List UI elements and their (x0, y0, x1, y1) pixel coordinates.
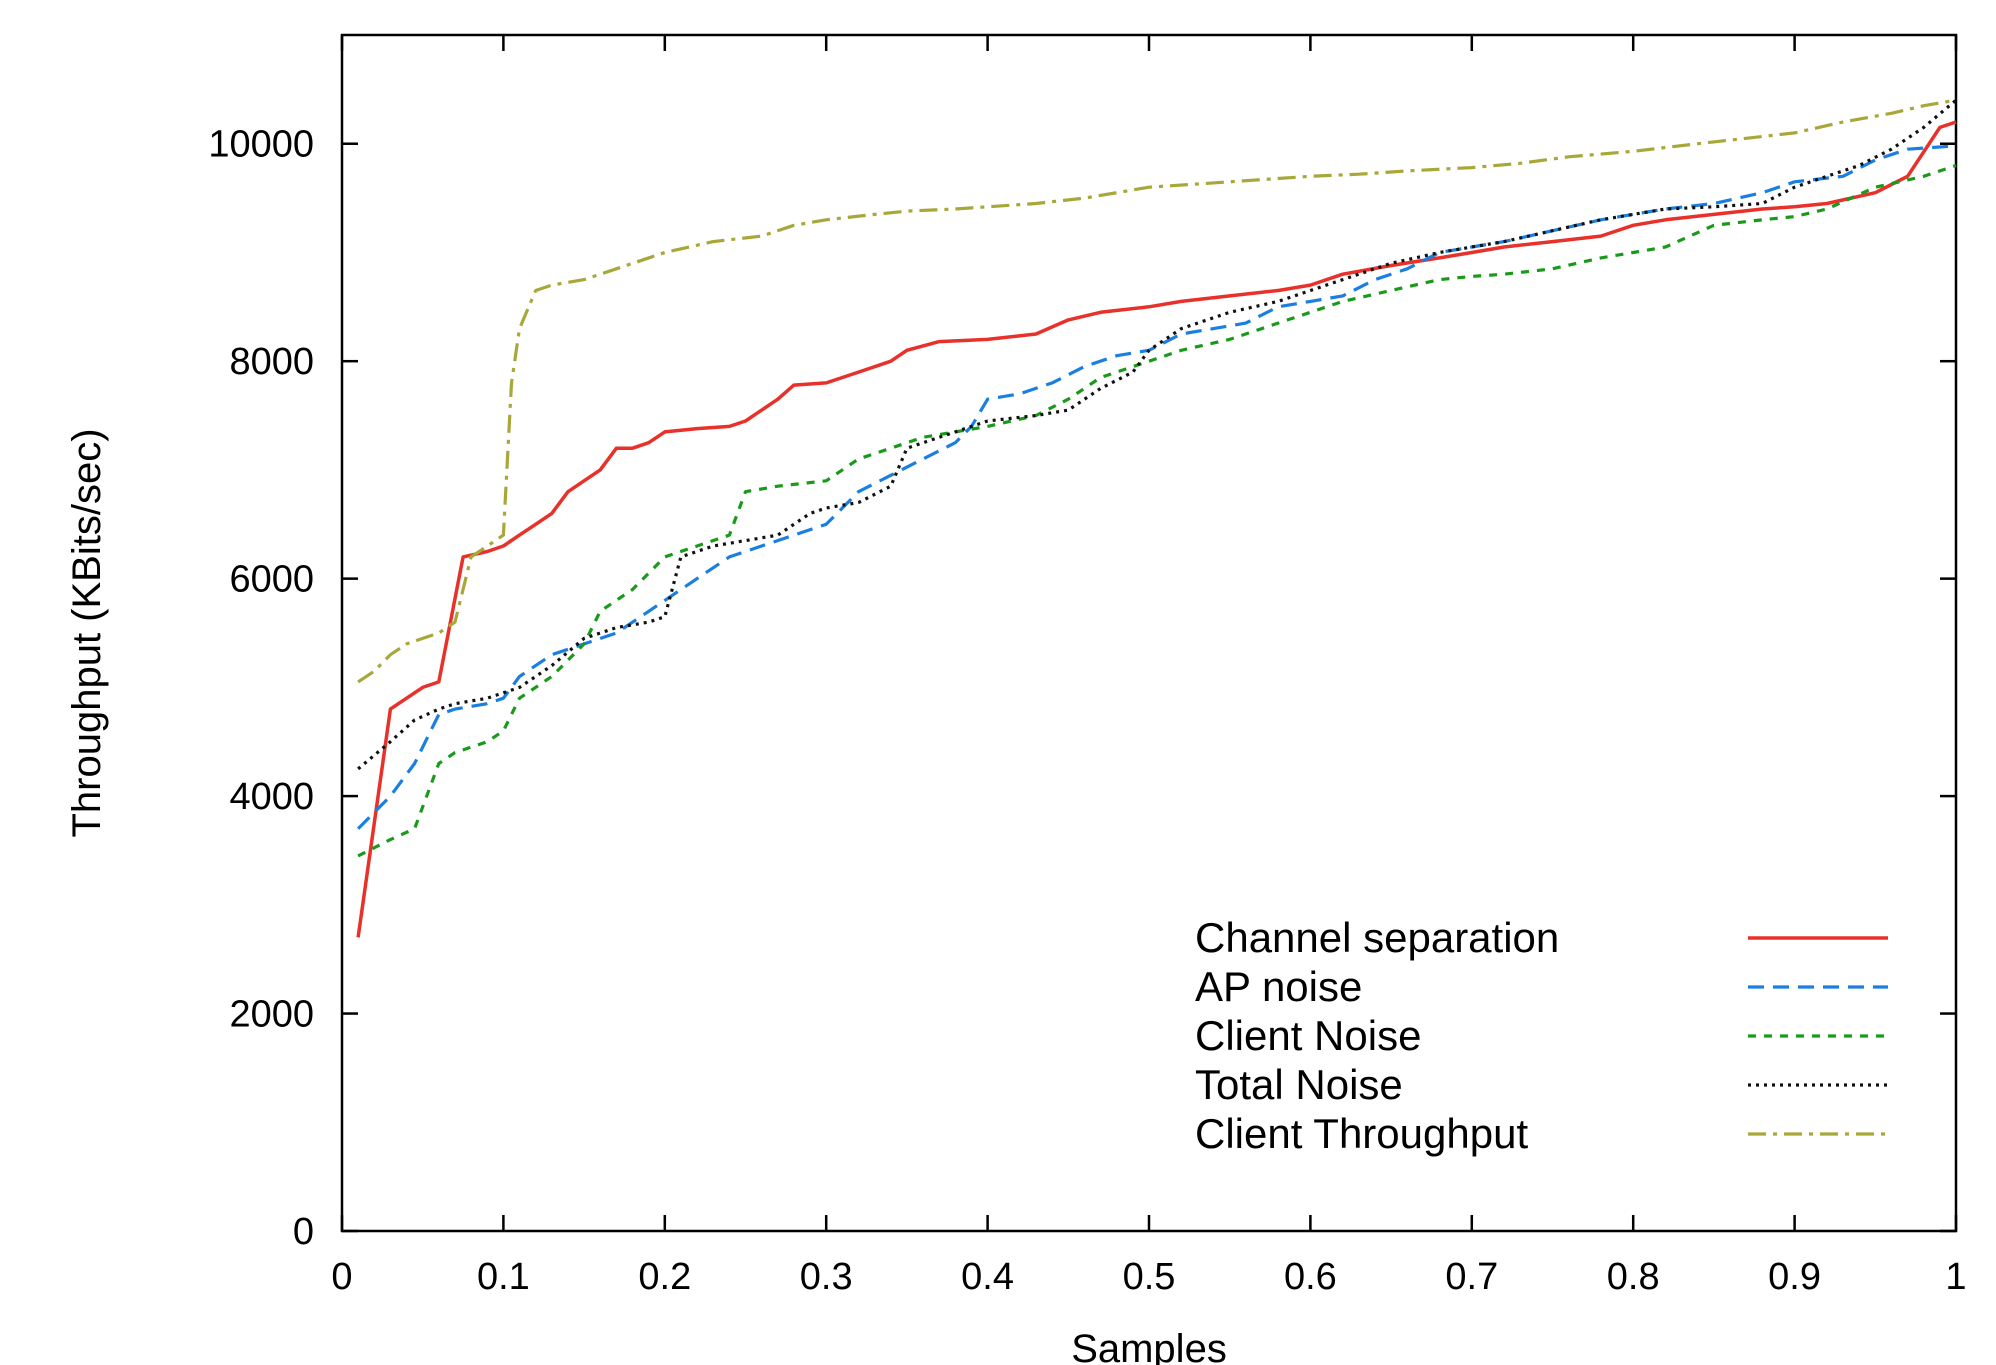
legend-label: Total Noise (1195, 1061, 1403, 1108)
legend-label: Channel separation (1195, 914, 1559, 961)
x-tick-label: 0.6 (1284, 1256, 1337, 1298)
y-tick-label: 6000 (229, 559, 314, 601)
x-tick-label: 1 (1945, 1256, 1966, 1298)
series-line-client-throughput (357, 98, 1957, 684)
x-tick-label: 0.2 (638, 1256, 691, 1298)
x-axis-ticks: 0 0.1 0.2 0.3 0.4 0.5 0.6 0.7 0.8 0.9 1 (331, 35, 1967, 1298)
y-tick-label: 2000 (229, 994, 314, 1036)
series-group (356, 98, 1958, 938)
y-axis-ticks: 0 2000 4000 6000 8000 10000 (208, 124, 1956, 1253)
legend-label: AP noise (1195, 963, 1362, 1010)
x-tick-label: 0 (331, 1256, 352, 1298)
y-tick-label: 4000 (229, 776, 314, 818)
series-line-ap-noise (356, 144, 1957, 830)
y-tick-label: 0 (293, 1211, 314, 1253)
legend-label: Client Throughput (1195, 1110, 1528, 1157)
y-tick-label: 10000 (208, 124, 314, 166)
x-tick-label: 0.4 (961, 1256, 1014, 1298)
x-tick-label: 0.1 (477, 1256, 530, 1298)
series-line-client-noise (357, 163, 1957, 858)
x-tick-label: 0.8 (1607, 1256, 1660, 1298)
series-line-total-noise (357, 98, 1958, 771)
x-tick-label: 0.7 (1445, 1256, 1498, 1298)
x-tick-label: 0.9 (1768, 1256, 1821, 1298)
y-tick-label: 8000 (229, 341, 314, 383)
y-axis-title: Throughput (KBits/sec) (65, 428, 109, 837)
x-axis-title: Samples (1071, 1327, 1227, 1365)
x-tick-label: 0.3 (800, 1256, 853, 1298)
series-line-channel-separation (356, 120, 1957, 938)
x-tick-label: 0.5 (1123, 1256, 1176, 1298)
legend-label: Client Noise (1195, 1012, 1421, 1059)
